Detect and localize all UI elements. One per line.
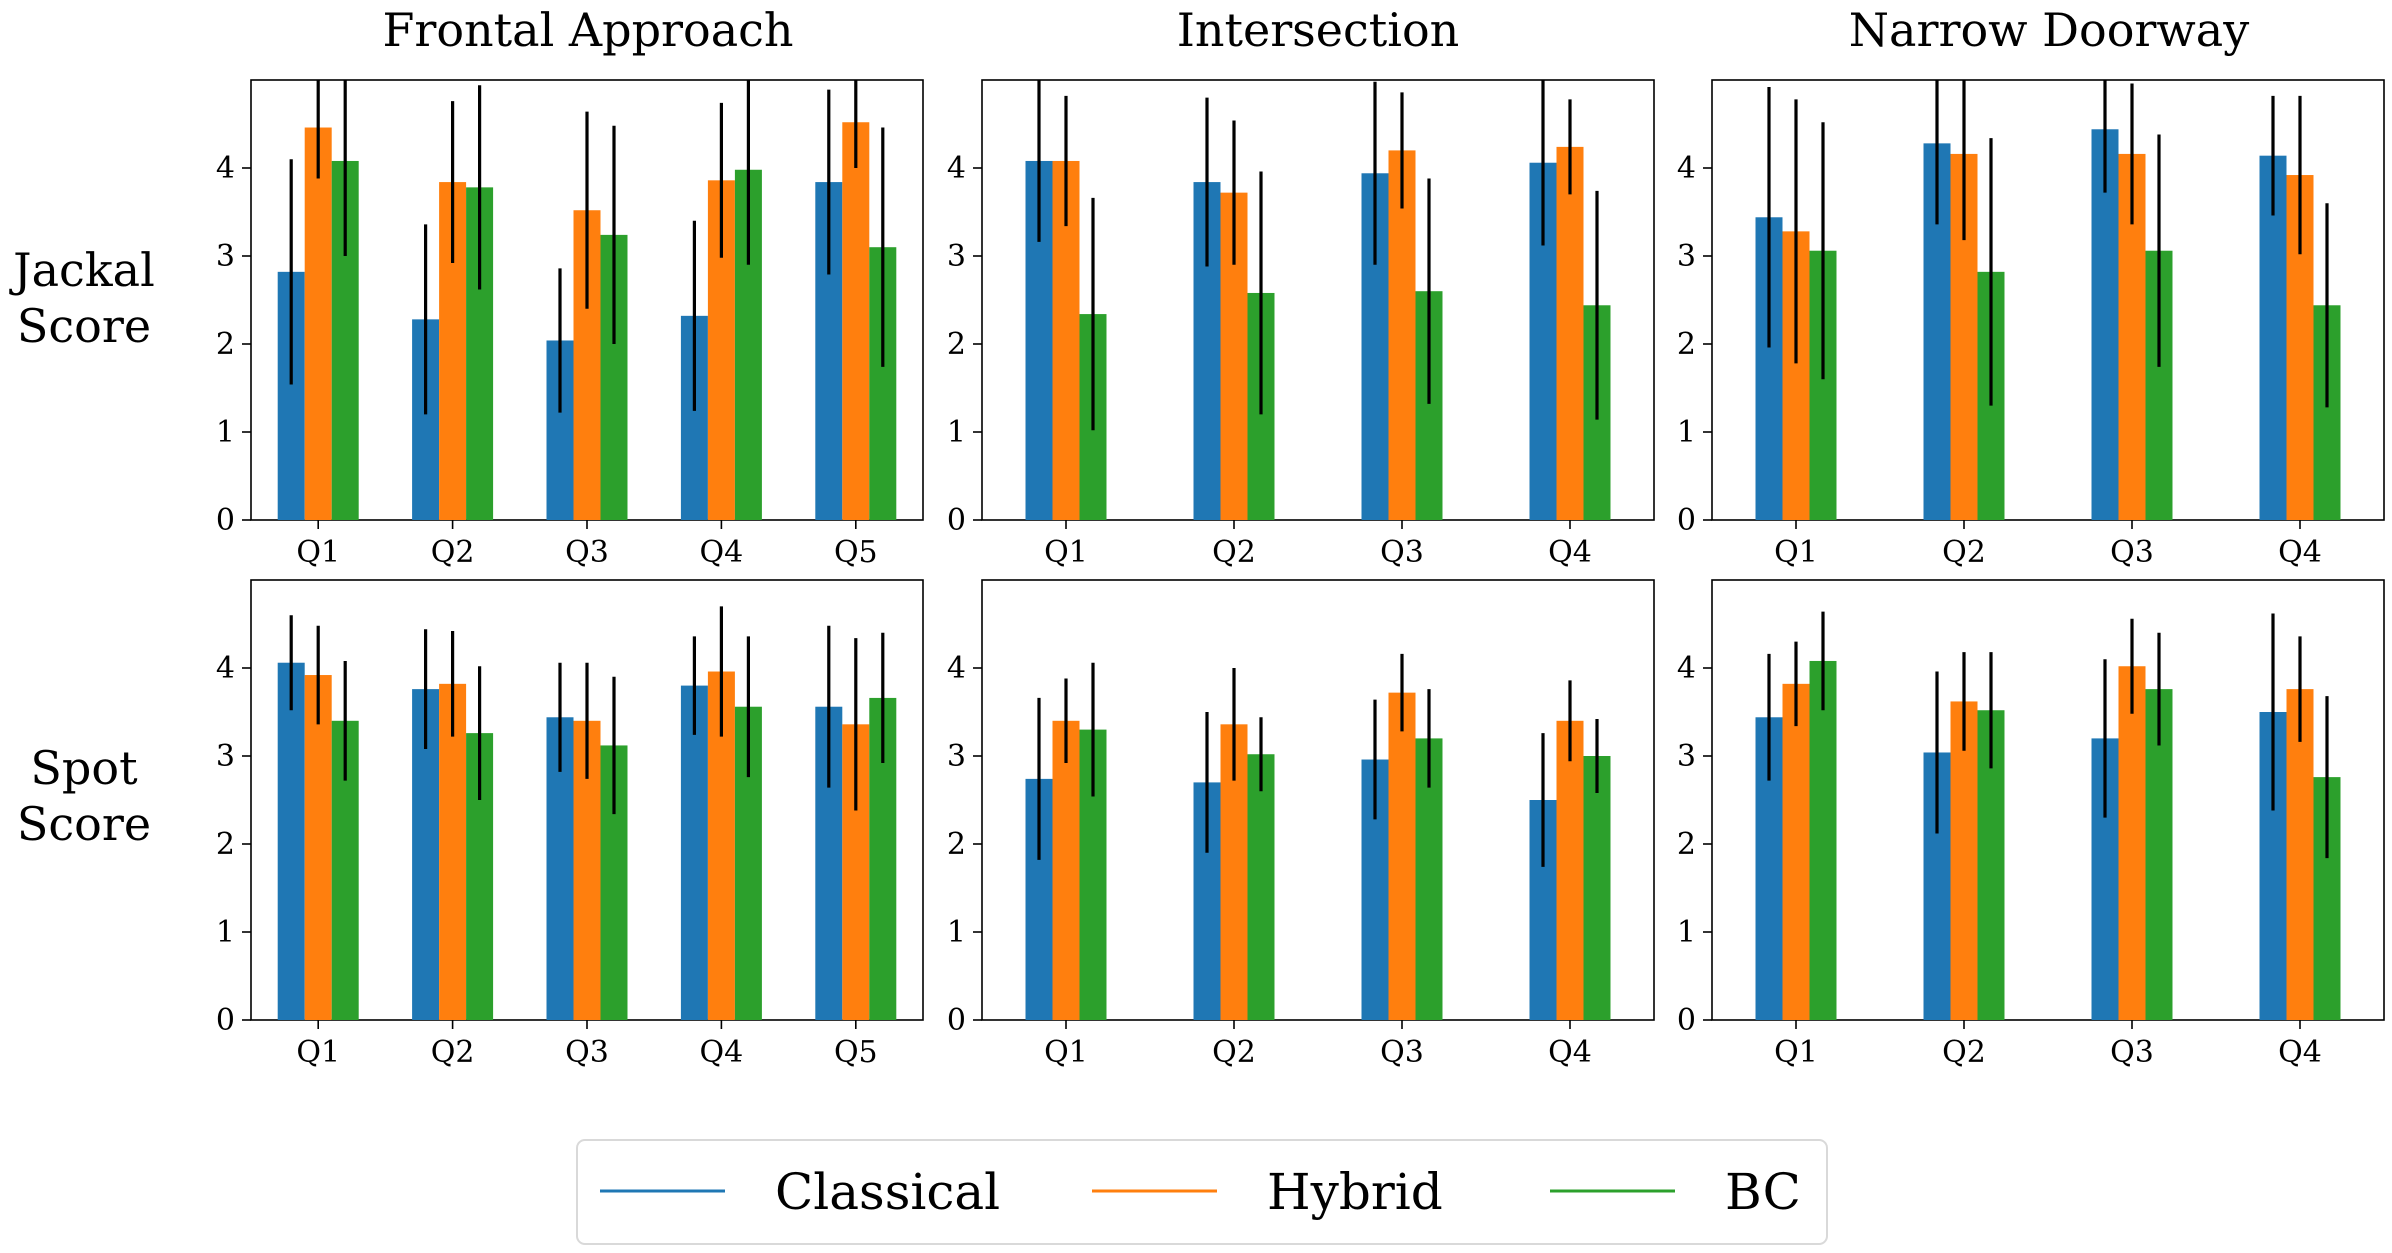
bar-hybrid-q2 (439, 683, 467, 1020)
panel-spot-score-intersection: 0 1 2 3 4 Q1 Q2 Q3 Q4 (947, 579, 1655, 1070)
y-tick-label: 2 (1677, 827, 1696, 862)
bar-hybrid-q3 (2118, 666, 2146, 1020)
bar-hybrid-q1 (1052, 720, 1080, 1020)
x-tick-label-q2: Q2 (431, 1035, 475, 1070)
bar-hybrid-q4 (1556, 720, 1584, 1020)
x-tick-label-q3: Q3 (1380, 535, 1424, 570)
y-tick-label: 1 (947, 915, 966, 950)
x-tick-label-q4: Q4 (2278, 1035, 2322, 1070)
x-tick-label-q1: Q1 (296, 1035, 340, 1070)
y-tick-label: 2 (947, 827, 966, 862)
y-tick-label: 0 (1677, 503, 1696, 538)
panel-jackal-score-frontal-approach: 0 1 2 3 4 Q1 Q2 Q3 Q4 Q5 (216, 79, 924, 570)
y-tick-label: 3 (1677, 739, 1696, 774)
panel-jackal-score-narrow-doorway: 0 1 2 3 4 Q1 Q2 Q3 Q4 (1677, 79, 2385, 570)
row-label-spot-line1: Spot (30, 741, 138, 795)
column-title-narrow-doorway: Narrow Doorway (1849, 3, 2249, 57)
column-titles: Frontal Approach Intersection Narrow Doo… (382, 3, 2249, 57)
x-tick-label-q4: Q4 (1548, 1035, 1592, 1070)
y-tick-label: 3 (1677, 239, 1696, 274)
bar-hybrid-q1 (1782, 683, 1810, 1020)
y-tick-label: 1 (947, 415, 966, 450)
x-tick-label-q3: Q3 (2110, 1035, 2154, 1070)
x-tick-label-q2: Q2 (431, 535, 475, 570)
y-tick-label: 1 (216, 415, 235, 450)
y-tick-label: 3 (947, 239, 966, 274)
y-tick-label: 1 (1677, 915, 1696, 950)
bar-hybrid-q5 (842, 122, 870, 521)
bar-classical-q1 (277, 662, 305, 1020)
y-tick-label: 3 (216, 239, 235, 274)
bar-hybrid-q1 (304, 675, 332, 1020)
y-tick-label: 2 (216, 327, 235, 362)
x-tick-label-q1: Q1 (296, 535, 340, 570)
bar-classical-q4 (680, 685, 708, 1020)
x-tick-label-q3: Q3 (565, 1035, 609, 1070)
y-tick-label: 2 (216, 827, 235, 862)
column-title-intersection: Intersection (1177, 3, 1460, 57)
x-tick-label-q5: Q5 (834, 535, 878, 570)
bar-hybrid-q3 (1388, 692, 1416, 1020)
x-tick-label-q1: Q1 (1774, 1035, 1818, 1070)
bar-hybrid-q4 (2286, 689, 2314, 1020)
legend-label-classical: Classical (775, 1163, 1000, 1221)
bar-hybrid-q3 (1388, 150, 1416, 520)
y-tick-label: 4 (216, 151, 235, 186)
legend-label-bc: BC (1725, 1163, 1801, 1221)
y-tick-label: 3 (947, 739, 966, 774)
bar-hybrid-q4 (1556, 146, 1584, 520)
bar-hybrid-q2 (1950, 701, 1978, 1020)
x-tick-label-q2: Q2 (1212, 1035, 1256, 1070)
y-tick-label: 1 (216, 915, 235, 950)
column-title-frontal-approach: Frontal Approach (382, 3, 793, 57)
x-tick-label-q4: Q4 (700, 535, 744, 570)
y-tick-label: 4 (947, 151, 966, 186)
x-tick-label-q4: Q4 (700, 1035, 744, 1070)
x-tick-label-q3: Q3 (2110, 535, 2154, 570)
y-tick-label: 1 (1677, 415, 1696, 450)
panel-spot-score-frontal-approach: 0 1 2 3 4 Q1 Q2 Q3 Q4 Q5 (216, 579, 924, 1070)
row-label-jackal-line1: Jackal (9, 243, 155, 297)
x-tick-label-q2: Q2 (1942, 1035, 1986, 1070)
y-tick-label: 3 (216, 739, 235, 774)
legend: Classical Hybrid BC (576, 1139, 1828, 1245)
bar-bc-q1 (1809, 660, 1837, 1020)
x-tick-label-q2: Q2 (1942, 535, 1986, 570)
y-tick-label: 0 (1677, 1003, 1696, 1038)
row-label-spot-line2: Score (17, 797, 151, 851)
x-tick-label-q4: Q4 (2278, 535, 2322, 570)
y-tick-label: 4 (1677, 151, 1696, 186)
bar-bc-q2 (1247, 754, 1275, 1020)
x-tick-label-q1: Q1 (1044, 535, 1088, 570)
bar-classical-q4 (2259, 155, 2287, 520)
panels: 0 1 2 3 4 Q1 Q2 Q3 Q4 Q5 0 1 2 3 4 Q1 Q2 Q3 Q4 0 1 2 3 4 Q1 Q2 Q3 Q… (216, 79, 2385, 1070)
legend-label-hybrid: Hybrid (1267, 1163, 1443, 1221)
y-tick-label: 4 (216, 651, 235, 686)
x-tick-label-q3: Q3 (565, 535, 609, 570)
panel-spot-score-narrow-doorway: 0 1 2 3 4 Q1 Q2 Q3 Q4 (1677, 579, 2385, 1070)
x-tick-label-q5: Q5 (834, 1035, 878, 1070)
y-tick-label: 2 (947, 327, 966, 362)
y-tick-label: 0 (947, 503, 966, 538)
x-tick-label-q2: Q2 (1212, 535, 1256, 570)
row-labels: Jackal Score Spot Score (9, 243, 155, 851)
y-tick-label: 2 (1677, 327, 1696, 362)
y-tick-label: 4 (947, 651, 966, 686)
bar-hybrid-q1 (304, 127, 332, 521)
bar-bc-q4 (1583, 756, 1611, 1020)
y-tick-label: 4 (1677, 651, 1696, 686)
y-tick-label: 0 (216, 503, 235, 538)
x-tick-label-q3: Q3 (1380, 1035, 1424, 1070)
bar-classical-q3 (2091, 129, 2119, 520)
y-tick-label: 0 (216, 1003, 235, 1038)
y-tick-label: 0 (947, 1003, 966, 1038)
x-tick-label-q4: Q4 (1548, 535, 1592, 570)
x-tick-label-q1: Q1 (1774, 535, 1818, 570)
x-tick-label-q1: Q1 (1044, 1035, 1088, 1070)
panel-jackal-score-intersection: 0 1 2 3 4 Q1 Q2 Q3 Q4 (947, 79, 1655, 570)
row-label-jackal-line2: Score (17, 299, 151, 353)
